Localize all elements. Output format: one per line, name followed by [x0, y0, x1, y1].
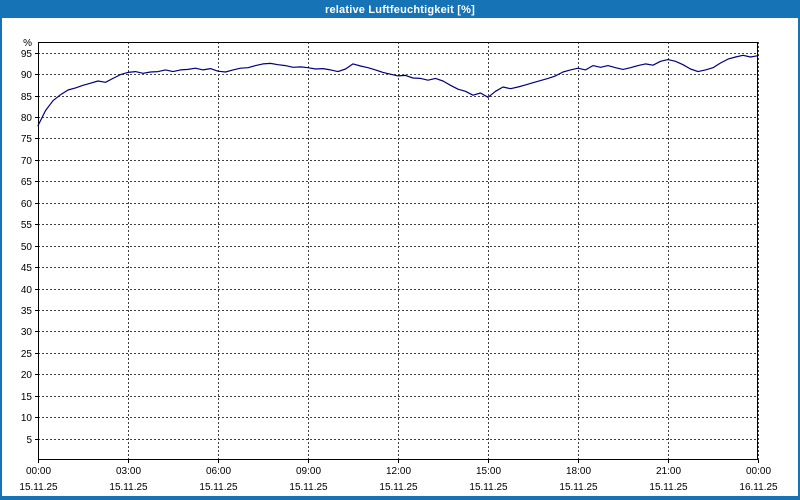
- x-tick-date-label: 15.11.25: [109, 482, 148, 493]
- y-tick-label: 5: [26, 435, 32, 446]
- y-tick-label: 90: [21, 70, 33, 81]
- y-tick-label: 95: [21, 49, 33, 60]
- x-tick-time-label: 06:00: [206, 466, 231, 477]
- x-tick-date-label: 15.11.25: [19, 482, 58, 493]
- x-tick-date-label: 15.11.25: [649, 482, 688, 493]
- tick-marks: [35, 53, 759, 463]
- x-tick-date-label: 15.11.25: [289, 482, 328, 493]
- humidity-line-chart: 95 90 85 80 75 70 65 60 55 50 45 40 35 30 25 20 15 10 5% 00…: [19, 38, 778, 493]
- y-axis-labels: 95 90 85 80 75 70 65 60 55 50 45 40 35 30 25 20 15 10 5%: [21, 38, 33, 446]
- y-tick-label: 65: [21, 177, 33, 188]
- plot-border: [38, 42, 758, 460]
- y-tick-label: 40: [21, 285, 33, 296]
- x-tick-date-label: 15.11.25: [469, 482, 508, 493]
- y-tick-label: 15: [21, 392, 33, 403]
- y-tick-label: 80: [21, 113, 33, 124]
- y-tick-label: 20: [21, 370, 33, 381]
- y-tick-label: 30: [21, 327, 33, 338]
- window-titlebar: relative Luftfeuchtigkeit [%]: [2, 2, 798, 18]
- chart-area: 95 90 85 80 75 70 65 60 55 50 45 40 35 30 25 20 15 10 5% 00…: [2, 18, 798, 496]
- grid-lines: [38, 42, 759, 460]
- x-tick-date-label: 15.11.25: [199, 482, 238, 493]
- humidity-series-line: [37, 54, 759, 127]
- y-tick-label: 25: [21, 349, 33, 360]
- y-axis-unit-label: %: [23, 38, 32, 49]
- y-tick-label: 55: [21, 220, 33, 231]
- y-tick-label: 50: [21, 242, 33, 253]
- axis-frame: [38, 42, 758, 460]
- x-tick-time-label: 15:00: [476, 466, 501, 477]
- x-tick-time-label: 00:00: [26, 466, 51, 477]
- window-title: relative Luftfeuchtigkeit [%]: [324, 4, 476, 16]
- y-tick-label: 10: [21, 413, 33, 424]
- y-tick-label: 75: [21, 134, 33, 145]
- x-tick-time-label: 00:00: [746, 466, 771, 477]
- x-tick-time-label: 09:00: [296, 466, 321, 477]
- y-tick-label: 60: [21, 199, 33, 210]
- y-tick-label: 35: [21, 306, 33, 317]
- y-tick-label: 45: [21, 263, 33, 274]
- x-tick-time-label: 18:00: [566, 466, 591, 477]
- x-tick-date-label: 15.11.25: [379, 482, 418, 493]
- x-tick-time-label: 21:00: [656, 466, 681, 477]
- x-tick-time-label: 03:00: [116, 466, 141, 477]
- x-tick-date-label: 16.11.25: [739, 482, 778, 493]
- y-tick-label: 85: [21, 92, 33, 103]
- x-tick-time-label: 12:00: [386, 466, 411, 477]
- x-axis-labels: 00:00 15.11.25 03:00 15.11.25 06:00 15.11.25 0…: [19, 466, 778, 493]
- x-tick-date-label: 15.11.25: [559, 482, 598, 493]
- y-tick-label: 70: [21, 156, 33, 167]
